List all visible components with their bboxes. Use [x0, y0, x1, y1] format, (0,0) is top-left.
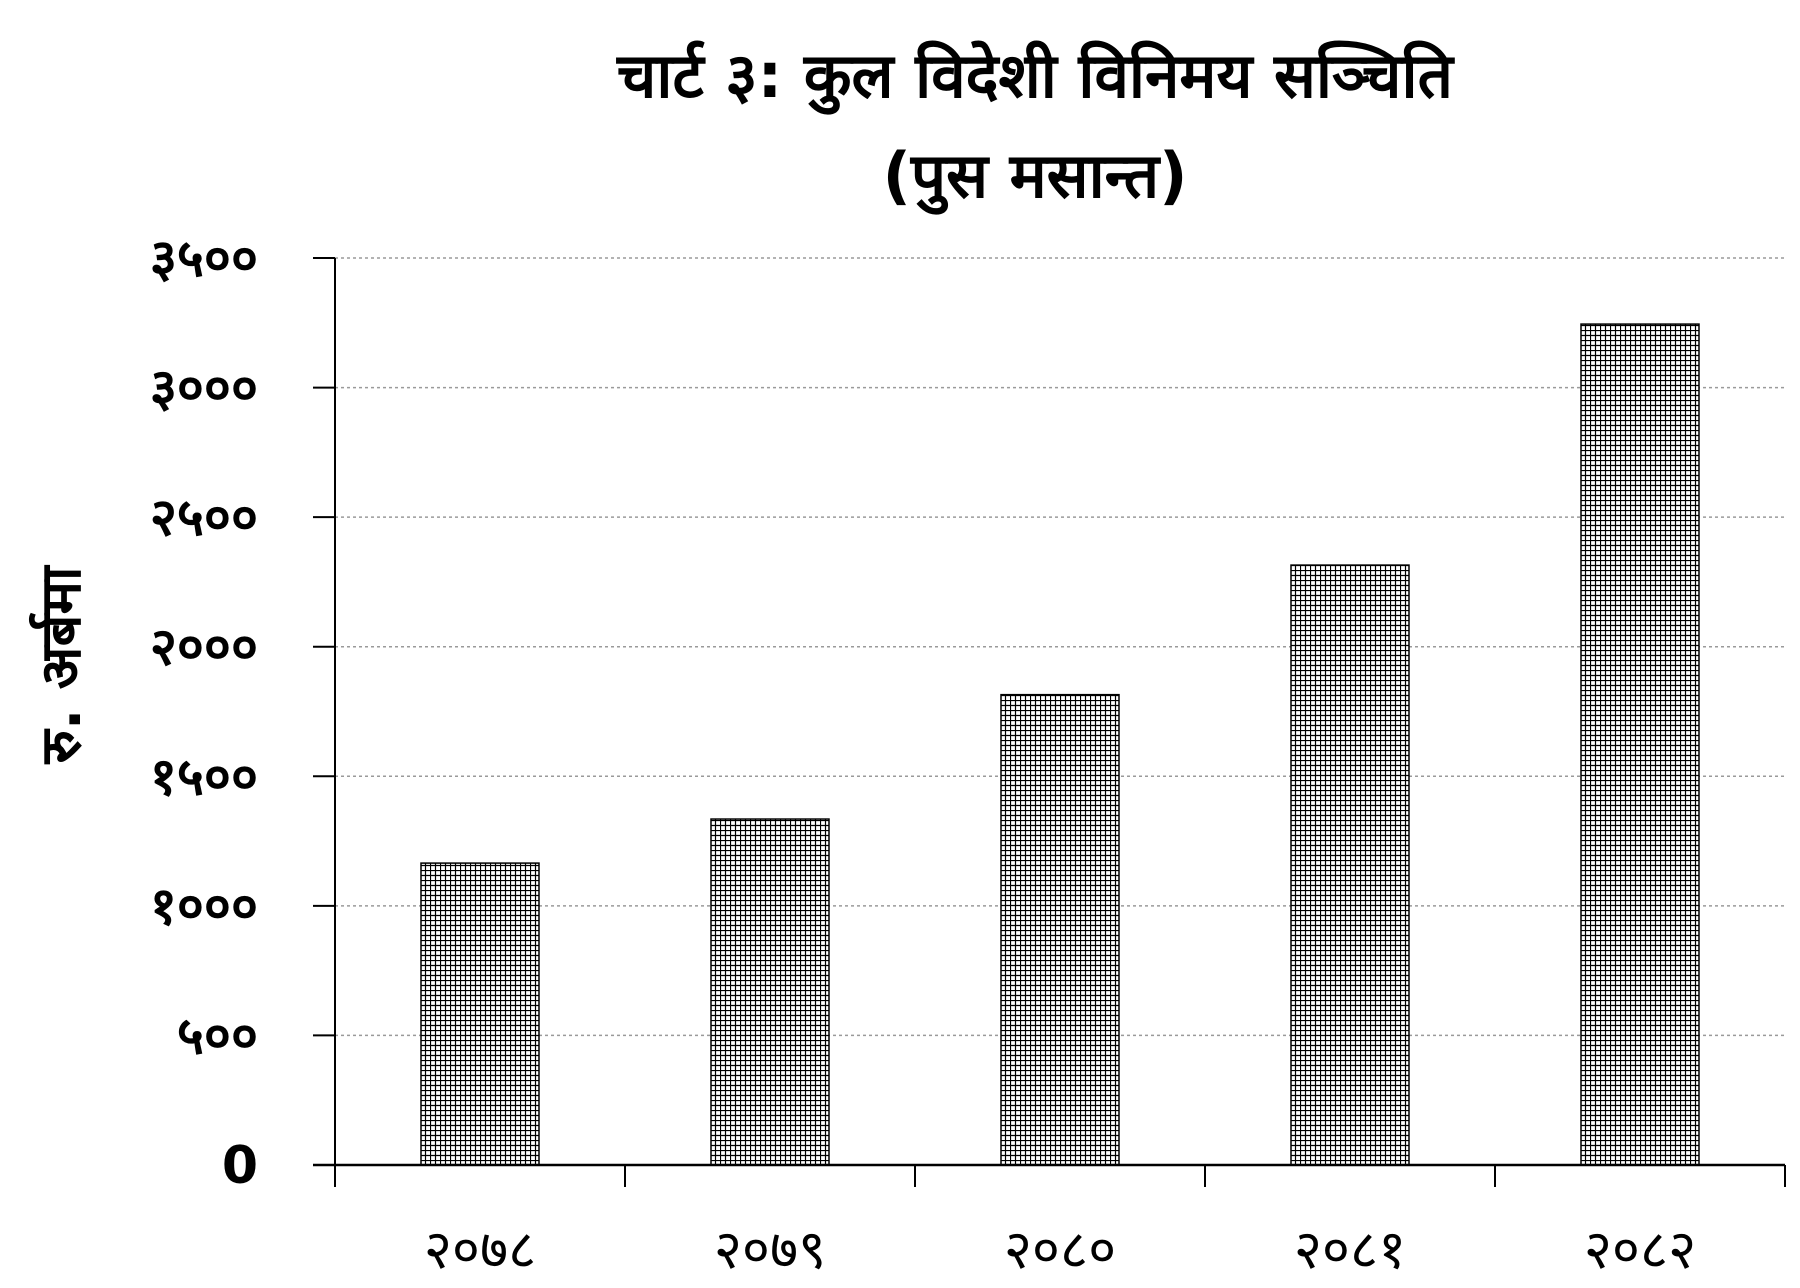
x-tick-label: २०७८ [424, 1218, 536, 1281]
bar [1580, 323, 1700, 1166]
y-tick-label: ३००० [150, 359, 258, 419]
bar [1000, 693, 1120, 1166]
chart-title: चार्ट ३: कुल विदेशी विनिमय सञ्चिति (पुस … [460, 26, 1610, 226]
y-tick-labels: 0 ५०० १००० १५०० २००० २५०० ३००० ३५०० [150, 229, 258, 1196]
chart-subtitle: (पुस मसान्त) [882, 139, 1188, 212]
x-tick-label: २०७९ [714, 1218, 826, 1281]
axes [313, 257, 1786, 1187]
bar [1290, 564, 1410, 1166]
chart-title-line: चार्ट ३: कुल विदेशी विनिमय सञ्चिति [617, 39, 1453, 112]
x-tick-label: २०८० [1004, 1218, 1116, 1281]
x-tick-labels: २०७८ २०७९ २०८० २०८१ २०८२ [424, 1218, 1696, 1281]
gridlines [335, 257, 1785, 1037]
y-axis-title: रु. अर्बमा [28, 564, 94, 765]
y-tick-label: 0 [222, 1136, 258, 1196]
bar [710, 818, 830, 1166]
x-tick-label: २०८२ [1584, 1218, 1696, 1281]
y-tick-label: ५०० [177, 1006, 258, 1066]
y-tick-label: १५०० [150, 747, 258, 807]
y-tick-label: २५०० [150, 488, 258, 548]
bar [420, 862, 540, 1166]
y-tick-label: २००० [150, 618, 258, 678]
x-tick-label: २०८१ [1294, 1218, 1406, 1281]
bars [420, 323, 1700, 1166]
y-tick-label: १००० [150, 877, 258, 937]
y-tick-label: ३५०० [150, 229, 258, 289]
